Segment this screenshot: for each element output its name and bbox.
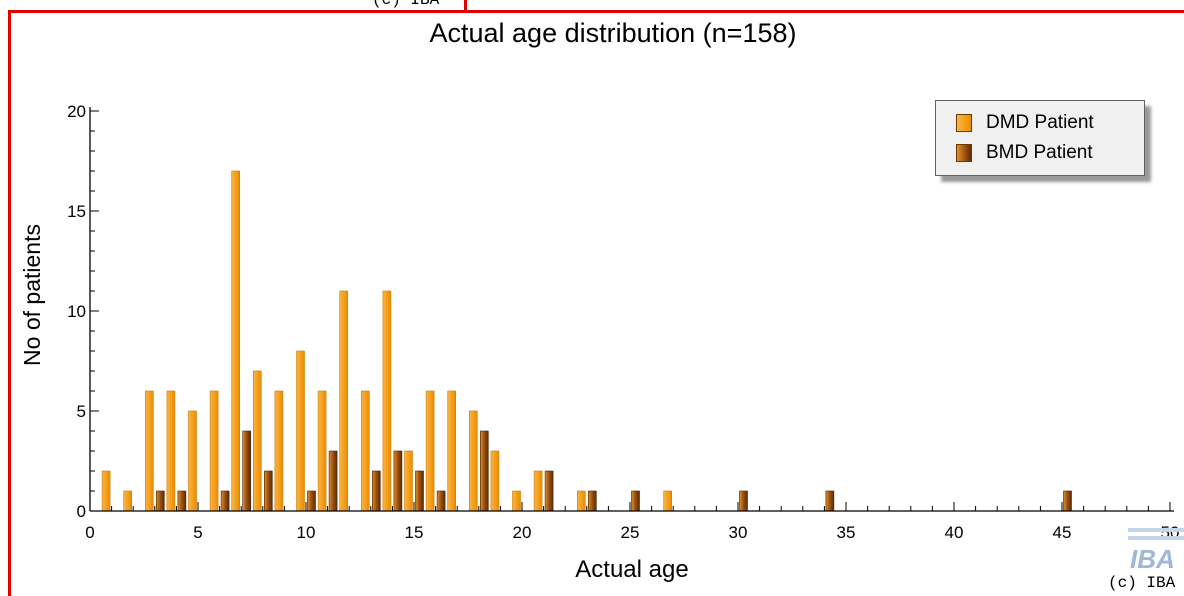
x-tick-label: 10 [297,523,316,542]
x-tick-label: 15 [405,523,424,542]
bar-bmd-age-34 [825,490,835,512]
bar-dmd-age-12 [339,290,349,512]
y-tick-label: 20 [67,102,86,121]
x-tick-label: 40 [945,523,964,542]
bar-bmd-age-7 [242,430,251,512]
y-tick-label: 10 [67,302,86,321]
bar-dmd-age-13 [360,390,370,512]
bars-layer [101,170,1072,512]
red-frame-top [8,10,1184,13]
watermark-logo: IBA [1128,528,1184,574]
bar-dmd-age-23 [576,490,586,512]
bar-dmd-age-18 [468,410,478,512]
y-axis-label: No of patients [19,224,45,366]
x-tick-label: 5 [193,523,202,542]
bar-dmd-age-7 [231,170,240,512]
x-tick-label: 35 [837,523,856,542]
x-axis-label: Actual age [575,556,688,583]
x-tick-label: 30 [729,523,748,542]
bar-dmd-age-10 [296,350,305,512]
red-frame-left [8,10,11,596]
bar-bmd-age-21 [544,470,554,512]
watermark-text: (c) IBA [1108,574,1176,592]
bar-bmd-age-30 [739,490,748,512]
bar-dmd-age-3 [145,390,154,512]
bar-bmd-age-6 [220,490,230,512]
bar-bmd-age-10 [307,490,316,512]
bar-dmd-age-6 [209,390,219,512]
x-tick-label: 45 [1053,523,1072,542]
legend-label-dmd: DMD Patient [986,112,1094,133]
x-tick-label: 25 [621,523,640,542]
bar-bmd-age-13 [371,470,381,512]
bar-bmd-age-8 [263,470,273,512]
legend-item-bmd: BMD Patient [956,141,1093,165]
red-frame-tab [464,0,467,13]
bar-dmd-age-20 [512,490,521,512]
bar-dmd-age-8 [253,370,262,512]
bar-bmd-age-23 [587,490,597,512]
bar-dmd-age-21 [533,470,543,512]
legend-swatch-dmd [956,114,972,132]
bar-bmd-age-14 [393,450,403,512]
bar-dmd-age-14 [382,290,392,512]
bar-dmd-age-2 [123,490,132,512]
frame-tab-text: (c) IBA [372,0,440,9]
bar-dmd-age-15 [404,450,413,512]
chart-legend: DMD Patient BMD Patient [935,100,1145,176]
bar-bmd-age-18 [479,430,489,512]
y-tick-label: 0 [77,502,86,521]
bar-bmd-age-16 [436,490,446,512]
bar-bmd-age-11 [328,450,338,512]
x-tick-label: 0 [85,523,94,542]
bar-dmd-age-16 [425,390,435,512]
watermark-logo-text: IBA [1130,544,1175,574]
y-tick-label: 15 [67,202,86,221]
legend-item-dmd: DMD Patient [956,111,1094,135]
bar-bmd-age-3 [156,490,165,512]
bar-bmd-age-15 [415,470,424,512]
x-tick-label: 20 [513,523,532,542]
bar-dmd-age-27 [663,490,673,512]
legend-swatch-bmd [956,144,972,162]
bar-bmd-age-45 [1063,490,1072,512]
bar-bmd-age-4 [177,490,187,512]
legend-label-bmd: BMD Patient [986,142,1093,163]
bar-dmd-age-17 [447,390,457,512]
bar-dmd-age-11 [317,390,327,512]
y-tick-label: 5 [77,402,86,421]
bar-dmd-age-9 [274,390,284,512]
bar-dmd-age-4 [166,390,176,512]
chart-title: Actual age distribution (n=158) [430,18,797,48]
bar-bmd-age-25 [631,490,640,512]
bar-dmd-age-5 [188,410,197,512]
bar-dmd-age-1 [101,470,111,512]
bar-dmd-age-19 [490,450,500,512]
